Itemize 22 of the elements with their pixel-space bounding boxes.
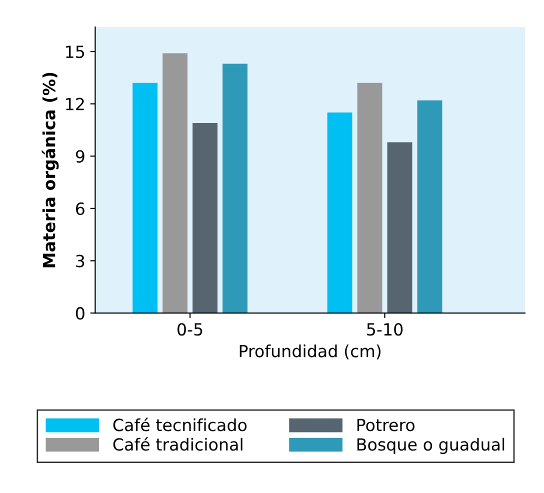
- y-tick-label: 6: [76, 202, 84, 216]
- bar: [387, 142, 412, 314]
- y-tick-label: 0: [76, 307, 84, 320]
- bar: [327, 112, 352, 314]
- bar: [132, 82, 158, 314]
- y-tick-label: 3: [76, 254, 84, 268]
- bar: [162, 53, 188, 314]
- legend-label: Café tecnificado: [113, 418, 247, 432]
- bar: [357, 82, 382, 314]
- y-axis-title: Materia orgánica (%): [42, 72, 59, 268]
- bar: [222, 64, 248, 314]
- bar: [192, 123, 218, 314]
- y-tick-label: 9: [76, 150, 84, 163]
- bar: [417, 100, 442, 314]
- y-tick-label: 15: [66, 46, 84, 58]
- legend-label: Bosque o guadual: [357, 438, 504, 454]
- legend-label: Potrero: [357, 418, 414, 432]
- x-tick-label: 5-10: [367, 323, 403, 336]
- y-tick-label: 12: [66, 98, 84, 110]
- legend-label: Café tradicional: [113, 437, 242, 451]
- x-tick-label: 0-5: [178, 323, 202, 336]
- x-axis-title: Profundidad (cm): [240, 344, 381, 360]
